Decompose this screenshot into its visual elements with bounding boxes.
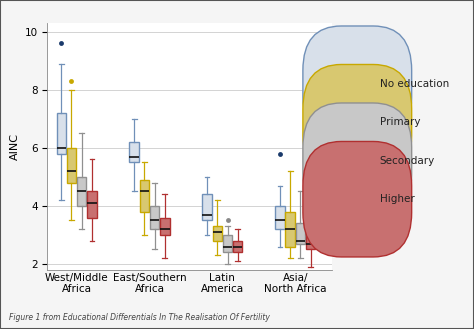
PathPatch shape [87, 191, 97, 217]
Text: Primary: Primary [380, 117, 420, 127]
PathPatch shape [275, 206, 285, 229]
FancyBboxPatch shape [303, 64, 411, 180]
PathPatch shape [212, 226, 222, 241]
PathPatch shape [296, 223, 305, 244]
PathPatch shape [140, 180, 149, 212]
PathPatch shape [202, 194, 212, 220]
PathPatch shape [233, 241, 243, 252]
PathPatch shape [77, 177, 86, 206]
FancyBboxPatch shape [303, 26, 411, 141]
PathPatch shape [160, 217, 170, 235]
FancyBboxPatch shape [303, 141, 411, 257]
FancyBboxPatch shape [303, 103, 411, 218]
Text: No education: No education [380, 79, 449, 89]
Text: Figure 1 from Educational Differentials In The Realisation Of Fertility: Figure 1 from Educational Differentials … [9, 314, 270, 322]
PathPatch shape [223, 235, 232, 252]
PathPatch shape [150, 206, 159, 229]
Text: Secondary: Secondary [380, 156, 435, 166]
PathPatch shape [129, 142, 139, 163]
Y-axis label: AINC: AINC [10, 133, 20, 160]
Text: Higher: Higher [380, 194, 414, 204]
PathPatch shape [285, 212, 295, 246]
PathPatch shape [67, 148, 76, 183]
PathPatch shape [306, 232, 315, 249]
PathPatch shape [56, 113, 66, 154]
